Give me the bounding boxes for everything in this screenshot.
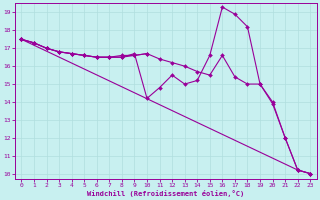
X-axis label: Windchill (Refroidissement éolien,°C): Windchill (Refroidissement éolien,°C) bbox=[87, 190, 244, 197]
